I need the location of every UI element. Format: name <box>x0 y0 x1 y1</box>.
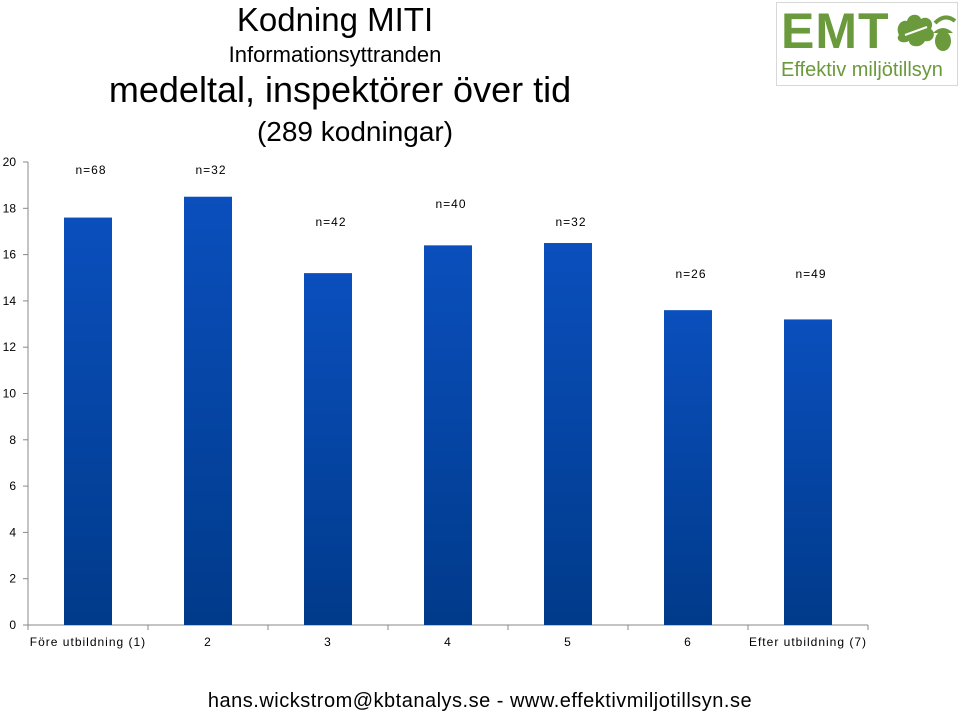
y-tick-label: 4 <box>9 525 16 539</box>
y-tick-label: 18 <box>3 201 17 215</box>
n-annotation: n=32 <box>555 215 586 229</box>
footer-contact: hans.wickstrom@kbtanalys.se - www.effekt… <box>207 690 753 712</box>
y-tick-label: 16 <box>3 248 17 262</box>
y-tick-label: 8 <box>9 433 16 447</box>
x-tick-label: 6 <box>684 635 692 649</box>
bar <box>304 273 352 625</box>
x-tick-label: 4 <box>444 635 452 649</box>
oak-leaf-acorn-icon <box>897 14 957 51</box>
y-tick-label: 14 <box>3 294 17 308</box>
bar <box>184 196 232 625</box>
y-tick-label: 2 <box>9 572 16 586</box>
x-tick-label: Efter utbildning (7) <box>749 635 867 649</box>
logo-tagline: Effektiv miljötillsyn <box>781 59 943 81</box>
chart-heading: medeltal, inspektörer över tid <box>108 69 572 110</box>
y-tick-label: 6 <box>9 479 16 493</box>
bar <box>664 310 712 625</box>
n-annotation: n=32 <box>195 163 226 177</box>
n-annotation: n=68 <box>75 163 106 177</box>
chart-subtitle: Informationsyttranden <box>228 42 442 67</box>
bar <box>424 245 472 625</box>
y-tick-label: 12 <box>3 340 17 354</box>
coding-count: (289 kodningar) <box>256 116 454 147</box>
y-tick-label: 0 <box>9 618 16 632</box>
chart-title: Kodning MITI <box>236 1 434 38</box>
x-tick-label: 2 <box>204 635 212 649</box>
x-tick-label: 5 <box>564 635 572 649</box>
x-tick-label: Före utbildning (1) <box>30 635 146 649</box>
n-annotation: n=40 <box>435 197 466 211</box>
bar <box>544 243 592 625</box>
x-tick-label: 3 <box>324 635 332 649</box>
y-tick-label: 20 <box>3 155 17 169</box>
bar <box>64 217 112 625</box>
y-tick-label: 10 <box>3 387 17 401</box>
n-annotation: n=49 <box>795 267 826 281</box>
n-annotation: n=26 <box>675 267 706 281</box>
logo-mark: EMT <box>781 3 890 59</box>
bar <box>784 319 832 625</box>
emt-logo: EMT Effektiv miljötillsyn <box>776 2 958 86</box>
n-annotation: n=42 <box>315 215 346 229</box>
